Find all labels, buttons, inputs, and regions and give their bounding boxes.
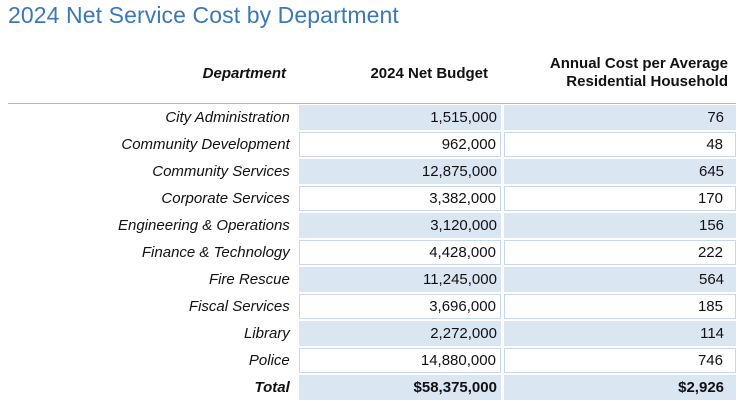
column-header-department: Department <box>202 65 286 82</box>
budget-cell: 14,880,000 <box>298 348 501 373</box>
total-budget-cell: $58,375,000 <box>298 375 501 400</box>
cost-cell: 746 <box>503 348 736 373</box>
budget-cell: 4,428,000 <box>298 240 501 265</box>
department-cell: Fire Rescue <box>208 271 290 288</box>
cost-cell: 185 <box>503 294 736 319</box>
column-header-cost-line2: Residential Household <box>566 73 728 90</box>
department-cell: Fiscal Services <box>188 298 290 315</box>
table-body: City Administration 1,515,000 76 Communi… <box>8 105 737 402</box>
department-cell: Community Services <box>152 163 290 180</box>
column-header-cost: Annual Cost per Average Residential Hous… <box>550 55 728 91</box>
table-row: Finance & Technology 4,428,000 222 <box>8 240 736 265</box>
table-row: Engineering & Operations 3,120,000 156 <box>8 213 737 238</box>
department-cell: Library <box>243 325 290 342</box>
cost-cell: 170 <box>503 186 736 211</box>
table-row: Community Development 962,000 48 <box>8 132 736 157</box>
table-row: Library 2,272,000 114 <box>8 321 737 346</box>
total-label: Total <box>254 379 290 396</box>
budget-cell: 11,245,000 <box>298 267 501 292</box>
cost-cell: 222 <box>503 240 736 265</box>
table-row: Community Services 12,875,000 645 <box>8 159 737 184</box>
header-rule <box>8 103 736 104</box>
table-row: Corporate Services 3,382,000 170 <box>8 186 736 211</box>
budget-cell: 3,382,000 <box>298 186 501 211</box>
department-cell: Community Development <box>121 136 290 153</box>
cost-cell: 114 <box>503 321 737 346</box>
cost-cell: 48 <box>503 132 736 157</box>
table-row: Fire Rescue 11,245,000 564 <box>8 267 737 292</box>
department-cell: Engineering & Operations <box>118 217 290 234</box>
page-title: 2024 Net Service Cost by Department <box>8 2 399 28</box>
department-cell: Police <box>248 352 290 369</box>
table-row: City Administration 1,515,000 76 <box>8 105 737 130</box>
table-row: Police 14,880,000 746 <box>8 348 736 373</box>
budget-cell: 3,696,000 <box>298 294 501 319</box>
cost-cell: 645 <box>503 159 737 184</box>
cost-cell: 76 <box>503 105 737 130</box>
budget-cell: 1,515,000 <box>298 105 501 130</box>
cost-cell: 156 <box>503 213 737 238</box>
budget-cell: 12,875,000 <box>298 159 501 184</box>
budget-cell: 2,272,000 <box>298 321 501 346</box>
cost-cell: 564 <box>503 267 737 292</box>
table-row: Fiscal Services 3,696,000 185 <box>8 294 736 319</box>
budget-cell: 962,000 <box>298 132 501 157</box>
column-header-cost-line1: Annual Cost per Average <box>549 55 728 72</box>
department-cell: City Administration <box>165 109 290 126</box>
column-header-budget: 2024 Net Budget <box>370 65 488 82</box>
department-cell: Finance & Technology <box>141 244 290 261</box>
department-cell: Corporate Services <box>161 190 290 207</box>
total-row: Total $58,375,000 $2,926 <box>8 375 737 400</box>
budget-cell: 3,120,000 <box>298 213 501 238</box>
total-cost-cell: $2,926 <box>503 375 737 400</box>
